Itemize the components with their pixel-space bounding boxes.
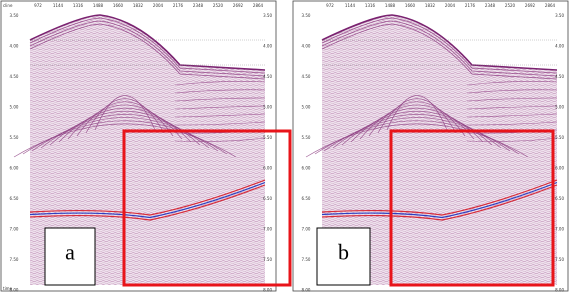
y-tick-label: 3.50	[302, 13, 311, 18]
y-tick-label: 4.00	[555, 44, 564, 49]
y-tick-label: 6.50	[555, 196, 564, 201]
y-tick-label: 5.50	[302, 135, 311, 140]
x-tick-label: 2176	[465, 3, 476, 8]
y-tick-label: 5.00	[263, 105, 272, 110]
y-tick-label: 6.50	[10, 196, 19, 201]
x-tick-label: 1832	[133, 3, 144, 8]
y-tick-label: 6.00	[555, 166, 564, 171]
x-tick-label: 1832	[425, 3, 436, 8]
panel-label: b	[338, 240, 349, 265]
y-tick-label: 8.00	[263, 288, 272, 293]
corner-label: time	[3, 286, 13, 291]
y-tick-label: 6.50	[302, 196, 311, 201]
panel-label: a	[65, 240, 75, 265]
y-tick-label: 4.00	[263, 44, 272, 49]
x-tick-label: 972	[326, 3, 334, 8]
y-tick-label: 5.50	[555, 135, 564, 140]
y-tick-label: 4.50	[10, 74, 19, 79]
figure: 972 1144 1316 1488 1660 1832 2004 2176 2348 2520 2…	[0, 0, 569, 294]
y-tick-label: 5.00	[302, 105, 311, 110]
x-tick-label: 2348	[485, 3, 496, 8]
y-tick-label: 4.00	[302, 44, 311, 49]
x-tick-label: 1488	[93, 3, 104, 8]
seismic-panel: 972 1144 1316 1488 1660 1832 2004 2176 2348 2520 2…	[293, 1, 568, 293]
y-tick-label: 5.00	[10, 105, 19, 110]
x-tick-label: 2004	[153, 3, 164, 8]
y-tick-label: 7.00	[10, 227, 19, 232]
y-tick-label: 7.50	[10, 257, 19, 262]
y-tick-label: 6.00	[263, 166, 272, 171]
x-tick-label: 972	[34, 3, 42, 8]
y-tick-label: 3.50	[10, 13, 19, 18]
x-tick-label: 2692	[233, 3, 244, 8]
x-tick-label: 2004	[445, 3, 456, 8]
x-tick-label: 1660	[113, 3, 124, 8]
y-tick-label: 4.00	[10, 44, 19, 49]
x-tick-label: 1144	[53, 3, 64, 8]
y-tick-label: 6.00	[302, 166, 311, 171]
x-tick-label: 2864	[545, 3, 556, 8]
y-tick-label: 6.00	[10, 166, 19, 171]
y-tick-label: 5.50	[263, 135, 272, 140]
y-tick-label: 4.50	[302, 74, 311, 79]
y-tick-label: 7.00	[302, 227, 311, 232]
x-tick-label: 2348	[193, 3, 204, 8]
y-tick-label: 8.00	[555, 288, 564, 293]
x-tick-label: 2520	[505, 3, 516, 8]
y-tick-label: 5.50	[10, 135, 19, 140]
x-tick-label: 2864	[253, 3, 264, 8]
x-tick-label: 1144	[345, 3, 356, 8]
y-tick-label: 7.50	[263, 257, 272, 262]
y-tick-label: 4.50	[555, 74, 564, 79]
y-tick-label: 3.50	[263, 13, 272, 18]
y-tick-label: 5.00	[555, 105, 564, 110]
y-tick-label: 7.50	[555, 257, 564, 262]
x-tick-label: 2176	[173, 3, 184, 8]
x-tick-label: 1316	[73, 3, 84, 8]
x-tick-label: 1316	[365, 3, 376, 8]
y-tick-label: 3.50	[555, 13, 564, 18]
corner-label: cline	[3, 3, 13, 8]
y-tick-label: 7.00	[263, 227, 272, 232]
y-tick-label: 8.00	[302, 288, 311, 293]
x-tick-label: 2692	[525, 3, 536, 8]
x-tick-label: 2520	[213, 3, 224, 8]
y-tick-label: 7.00	[555, 227, 564, 232]
y-tick-label: 4.50	[263, 74, 272, 79]
x-tick-label: 1660	[405, 3, 416, 8]
seismic-panel: 972 1144 1316 1488 1660 1832 2004 2176 2348 2520 2…	[1, 1, 290, 293]
x-tick-label: 1488	[385, 3, 396, 8]
y-tick-label: 6.50	[263, 196, 272, 201]
y-tick-label: 7.50	[302, 257, 311, 262]
